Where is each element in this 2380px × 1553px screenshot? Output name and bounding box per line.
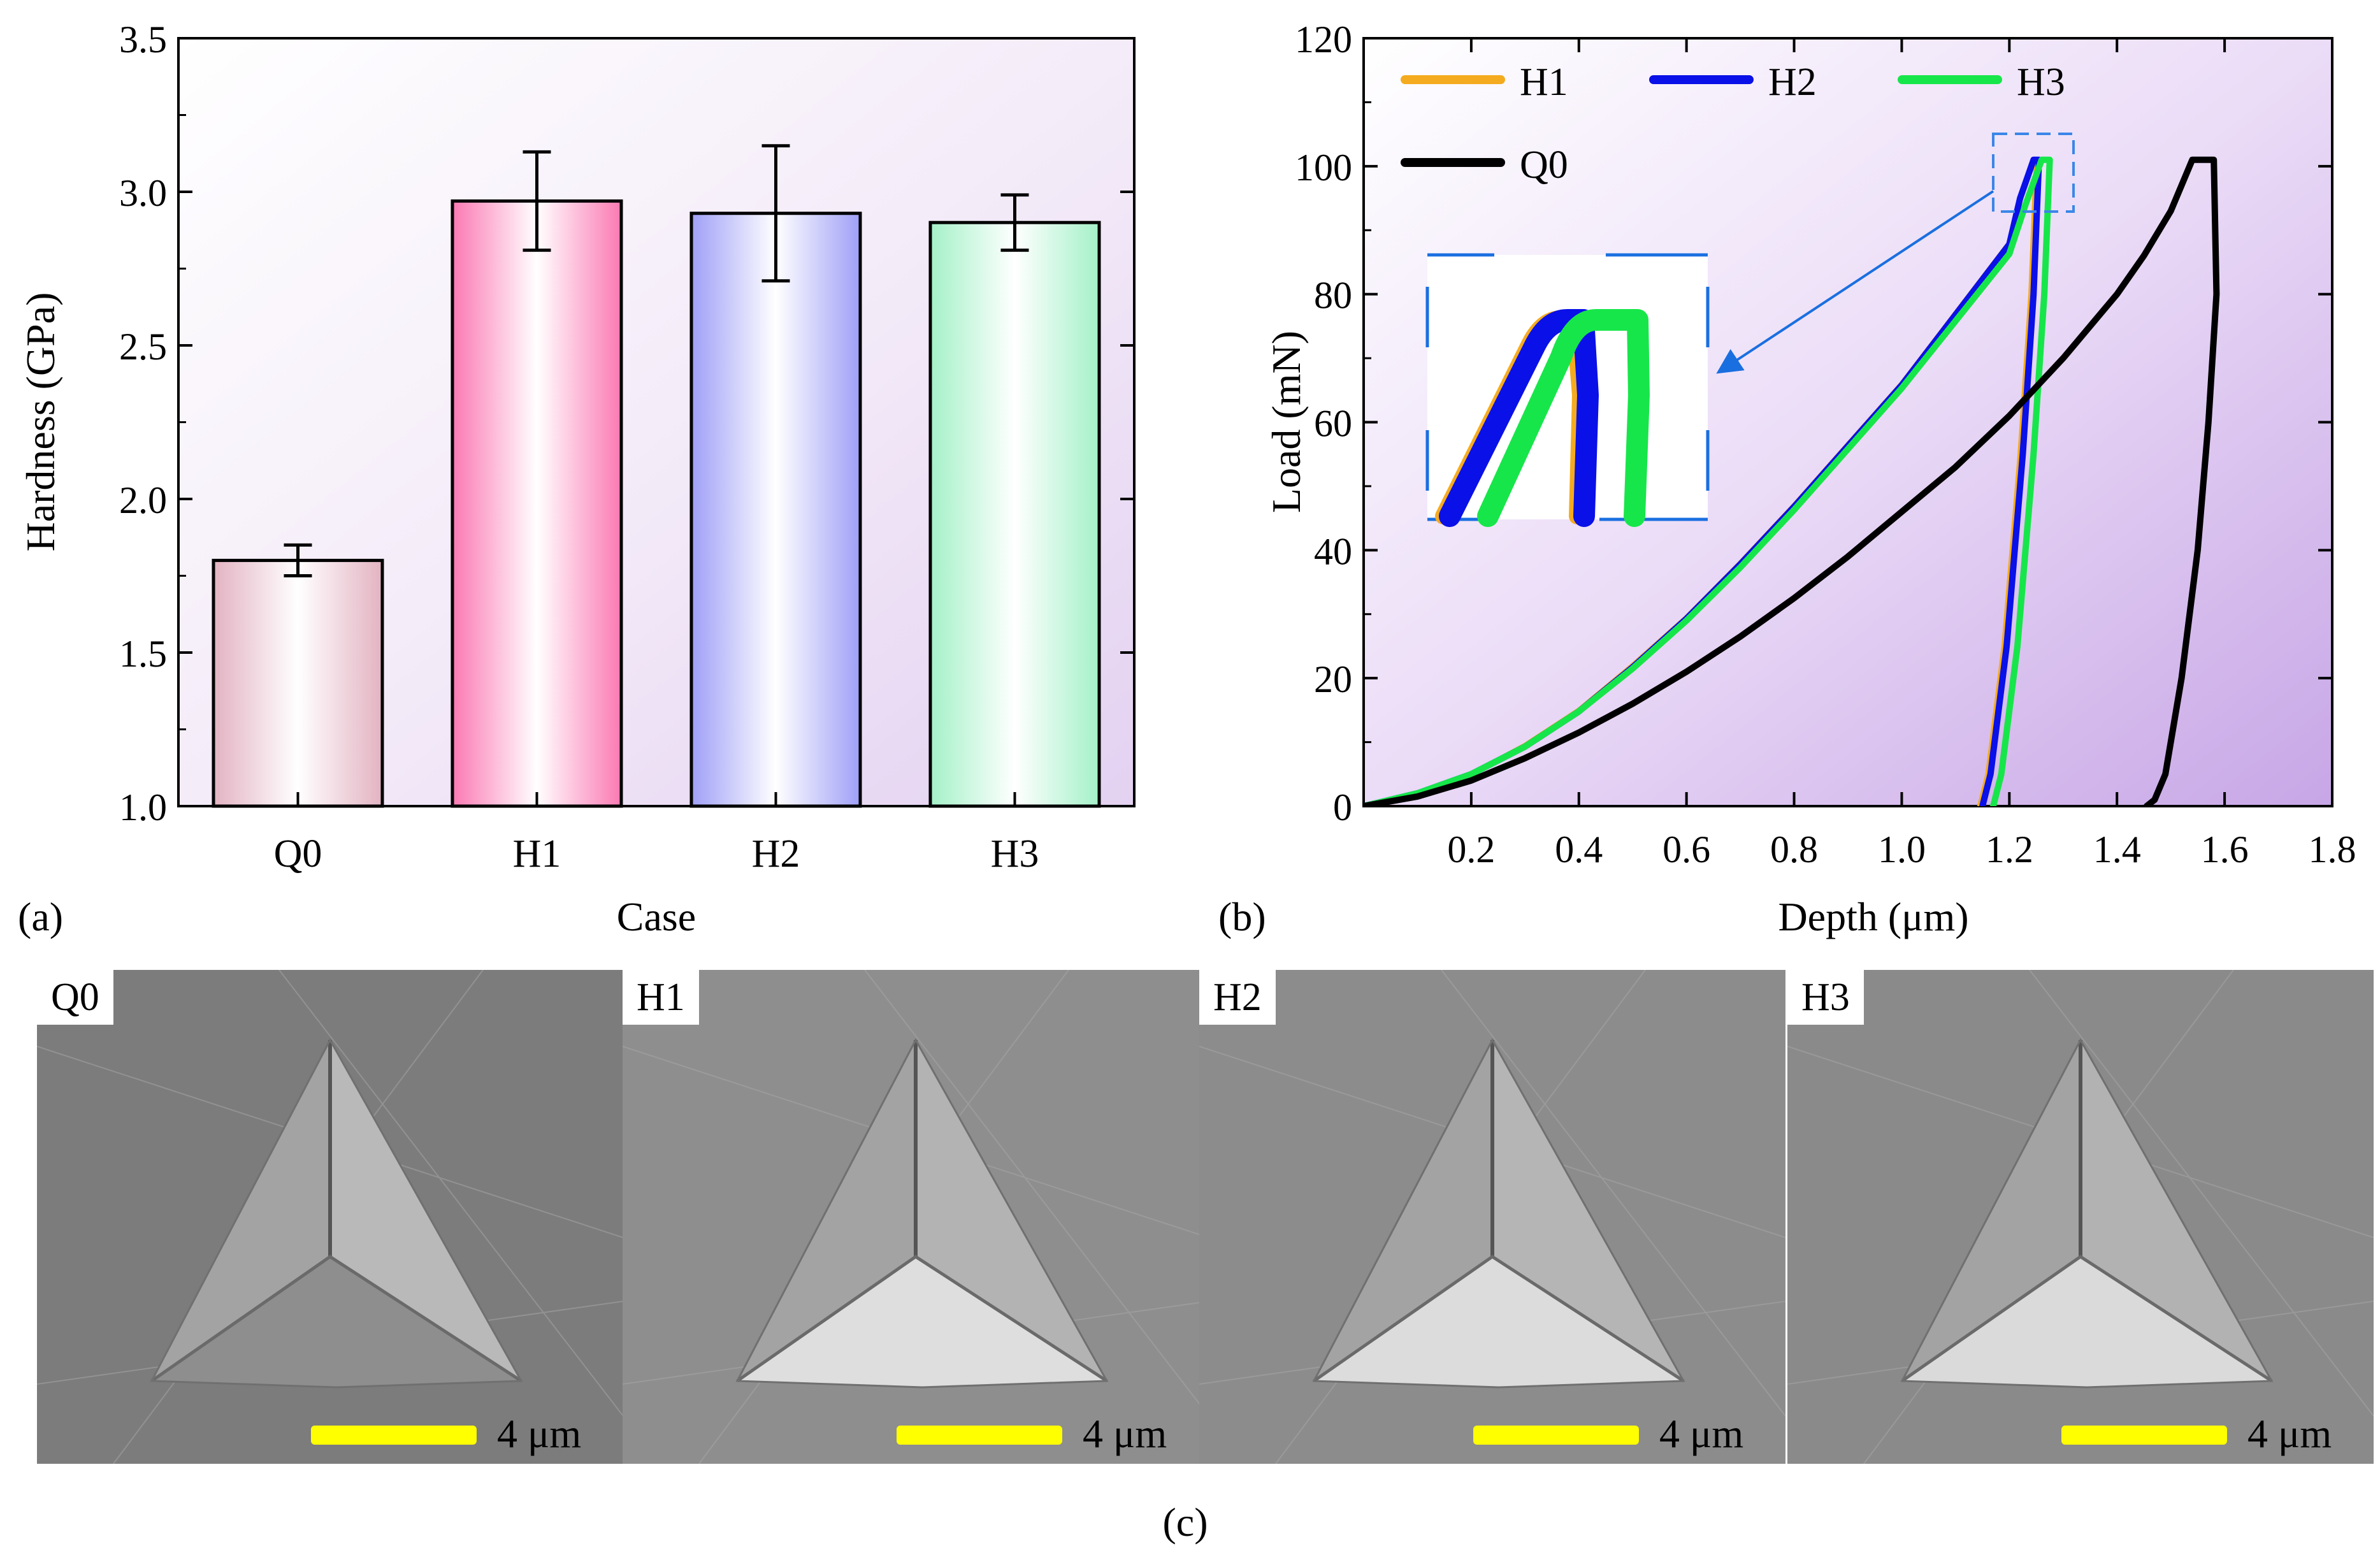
sem-image-h2: H2 4 μm <box>1199 970 1785 1464</box>
scale-bar-label: 4 μm <box>497 1411 582 1456</box>
x-tick-label: 1.6 <box>2201 828 2249 870</box>
legend-entry-h3: H3 <box>1898 61 2065 104</box>
scale-bar <box>897 1426 1062 1445</box>
y-tick-label: 1.0 <box>119 786 167 828</box>
error-bar-h1 <box>523 150 551 252</box>
panel-label-b: (b) <box>1218 894 1266 939</box>
sem-image-label: H3 <box>1787 970 1864 1025</box>
x-tick-label: H2 <box>752 832 800 876</box>
x-tick-label: 0.6 <box>1662 828 1710 870</box>
x-tick-label: 0.2 <box>1447 828 1495 870</box>
sem-image-label: Q0 <box>37 970 113 1025</box>
legend-entry-h1: H1 <box>1401 61 1568 104</box>
hardness-bar-chart: 1.0 1.5 2.0 2.5 3.0 3.5 Q0 H1 H2 H3 Hardness (GP… <box>18 18 1136 939</box>
scale-bar <box>1473 1426 1639 1445</box>
indent-illustration <box>623 970 1209 1464</box>
scale-bar-label: 4 μm <box>1083 1411 1167 1456</box>
indent-illustration <box>1787 970 2374 1464</box>
bar-h3 <box>928 220 1101 808</box>
zoom-region-box <box>1992 133 2075 213</box>
x-tick-label: H1 <box>513 832 561 876</box>
x-tick-label: 0.4 <box>1555 828 1603 870</box>
sem-image-h1: H1 4 μm <box>623 970 1209 1464</box>
indent-illustration <box>1199 970 1785 1464</box>
legend-entry-h2: H2 <box>1649 61 1817 104</box>
load-depth-chart: 0 20 40 60 80 100 120 0.2 0.4 0.6 0.8 1.0 1.2 1.4 1.6 1… <box>1218 18 2356 939</box>
x-tick-label: 1.0 <box>1878 828 1926 870</box>
x-tick-label: 1.8 <box>2309 828 2356 870</box>
y-tick-label: 2.0 <box>119 479 167 521</box>
y-tick-label: 40 <box>1314 530 1352 572</box>
x-tick-label: H3 <box>991 832 1039 876</box>
scale-bar-label: 4 μm <box>2247 1411 2332 1456</box>
y-tick-label: 100 <box>1295 147 1352 189</box>
scale-bar <box>311 1426 477 1445</box>
x-tick-label: Q0 <box>274 832 322 876</box>
sem-image-q0: Q0 4 μm <box>37 970 623 1464</box>
zoom-inset <box>1425 253 1710 527</box>
y-axis-label: Load (mN) <box>1264 331 1309 513</box>
indent-illustration <box>37 970 623 1464</box>
svg-text:H1: H1 <box>1520 61 1568 104</box>
bar-q0 <box>212 558 384 808</box>
y-tick-label: 20 <box>1314 658 1352 700</box>
y-tick-label: 1.5 <box>119 633 167 675</box>
y-tick-label: 120 <box>1295 18 1352 61</box>
y-tick-label: 80 <box>1314 275 1352 317</box>
x-tick-label: 1.2 <box>1986 828 2033 870</box>
zoom-arrow <box>1716 190 1994 374</box>
bar-h2 <box>689 212 862 808</box>
bar-h1 <box>451 199 623 808</box>
svg-text:Q0: Q0 <box>1520 143 1568 187</box>
series-line-h3 <box>1364 156 2053 806</box>
y-tick-label: 3.5 <box>119 18 167 61</box>
y-tick-label: 0 <box>1333 786 1352 828</box>
y-axis-label: Hardness (GPa) <box>18 293 63 552</box>
scale-bar <box>2061 1426 2227 1445</box>
y-tick-label: 2.5 <box>119 326 167 368</box>
svg-text:H2: H2 <box>1768 61 1817 104</box>
panel-label-c: (c) <box>1162 1499 1208 1545</box>
x-axis-label: Case <box>617 894 696 939</box>
error-bar-h3 <box>1000 193 1029 252</box>
scale-bar-label: 4 μm <box>1659 1411 1744 1456</box>
x-tick-label: 0.8 <box>1770 828 1818 870</box>
error-bar-h2 <box>761 144 790 283</box>
x-tick-label: 1.4 <box>2093 828 2141 870</box>
y-tick-label: 3.0 <box>119 172 167 214</box>
sem-image-label: H2 <box>1199 970 1276 1025</box>
panel-label-a: (a) <box>18 894 63 939</box>
svg-text:H3: H3 <box>2017 61 2065 104</box>
sem-image-label: H1 <box>623 970 699 1025</box>
x-axis-label: Depth (μm) <box>1778 894 1968 939</box>
legend-entry-q0: Q0 <box>1401 143 1568 187</box>
error-bar-q0 <box>284 543 312 577</box>
sem-image-h3: H3 4 μm <box>1787 970 2374 1464</box>
series-line-q0 <box>1364 156 2220 806</box>
y-tick-label: 60 <box>1314 403 1352 445</box>
